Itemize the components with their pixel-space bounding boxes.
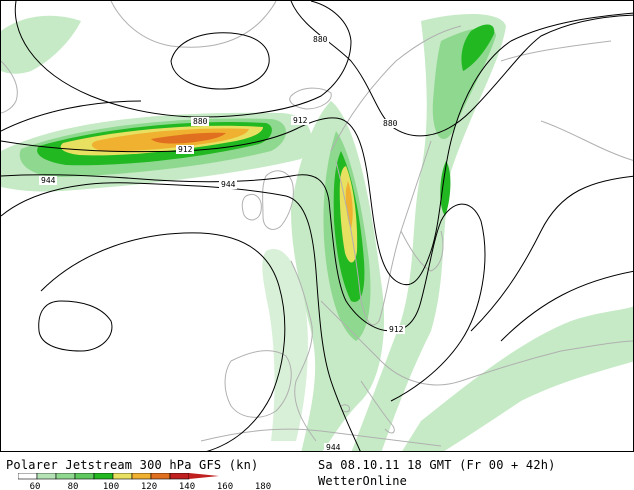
contour-label-912: 912 — [178, 145, 193, 154]
jet-band-light-nw — [1, 15, 81, 74]
map-title: Polarer Jetstream 300 hPa GFS (kn) — [6, 458, 259, 472]
contour-label-912: 912 — [293, 116, 308, 125]
contour-880-north-loop — [170, 32, 270, 90]
jet-band-strong-east — [461, 24, 495, 72]
legend-tick-label: 160 — [217, 482, 233, 490]
scandinavia — [330, 25, 462, 326]
legend-swatch — [93, 473, 114, 480]
legend-swatches — [18, 473, 219, 480]
contour-label-880: 880 — [383, 119, 398, 128]
legend-swatch — [18, 473, 38, 480]
legend-tick-label: 60 — [30, 482, 41, 490]
legend-swatch — [74, 473, 95, 480]
europe-coast — [290, 260, 633, 442]
greenland-coast — [110, 1, 277, 48]
map-footer: Polarer Jetstream 300 hPa GFS (kn) Sa 08… — [0, 452, 634, 490]
ireland — [241, 194, 262, 221]
legend-tick-label: 180 — [255, 482, 271, 490]
baltic — [400, 230, 444, 272]
jet-core-orange-norway — [345, 181, 353, 229]
italy — [360, 380, 395, 434]
legend-ticks: 60 80 100 120 140 160 180 — [30, 482, 272, 490]
wind-shading — [1, 14, 633, 451]
contour-label-880: 880 — [193, 117, 208, 126]
jet-band-light-sw — [262, 249, 308, 441]
russia — [500, 40, 633, 161]
contour-912-a — [1, 12, 633, 286]
coastlines — [1, 1, 633, 447]
legend-swatch — [112, 473, 133, 480]
legend-arrow — [189, 473, 219, 479]
legend-tick-label: 80 — [68, 482, 79, 490]
legend-tick-label: 100 — [103, 482, 119, 490]
legend-tick-label: 140 — [179, 482, 195, 490]
brand-name: WetterOnline — [318, 474, 408, 488]
contour-east-low — [470, 175, 633, 332]
contour-944-c — [38, 300, 113, 352]
canada-coast — [1, 60, 18, 114]
legend-tick-label: 120 — [141, 482, 157, 490]
contour-880-east — [290, 1, 633, 137]
legend-swatch — [55, 473, 76, 480]
contour-944-b — [40, 232, 286, 451]
legend-swatch — [131, 473, 152, 480]
contour-944-e — [500, 270, 633, 342]
contour-label-944: 944 — [41, 176, 56, 185]
color-legend: 60 80 100 120 140 160 180 — [18, 473, 272, 490]
iceland-coast — [289, 87, 332, 110]
legend-swatch — [169, 473, 190, 480]
jet-core-max — [151, 132, 226, 144]
contour-label-912: 912 — [389, 325, 404, 334]
jetstream-map: 880 880 880 912 912 912 944 944 944 — [0, 0, 634, 452]
contour-label-880: 880 — [313, 35, 328, 44]
forecast-datetime: Sa 08.10.11 18 GMT (Fr 00 + 42h) — [318, 458, 556, 472]
contour-label-944: 944 — [326, 443, 341, 452]
jet-band-light-se — [402, 306, 633, 451]
contour-880-west — [14, 1, 352, 118]
british-isles — [262, 170, 294, 230]
iberia — [224, 350, 292, 418]
contour-label-944: 944 — [221, 180, 236, 189]
africa-coast — [200, 428, 442, 447]
map-canvas: 880 880 880 912 912 912 944 944 944 — [1, 1, 633, 452]
contour-labels: 880 880 880 912 912 912 944 944 944 — [39, 35, 405, 452]
contour-944-a — [1, 182, 361, 451]
legend-swatch — [36, 473, 57, 480]
jet-band-light-east — [351, 14, 506, 451]
legend-swatch — [150, 473, 171, 480]
jet-band-strong-east2 — [440, 161, 451, 216]
